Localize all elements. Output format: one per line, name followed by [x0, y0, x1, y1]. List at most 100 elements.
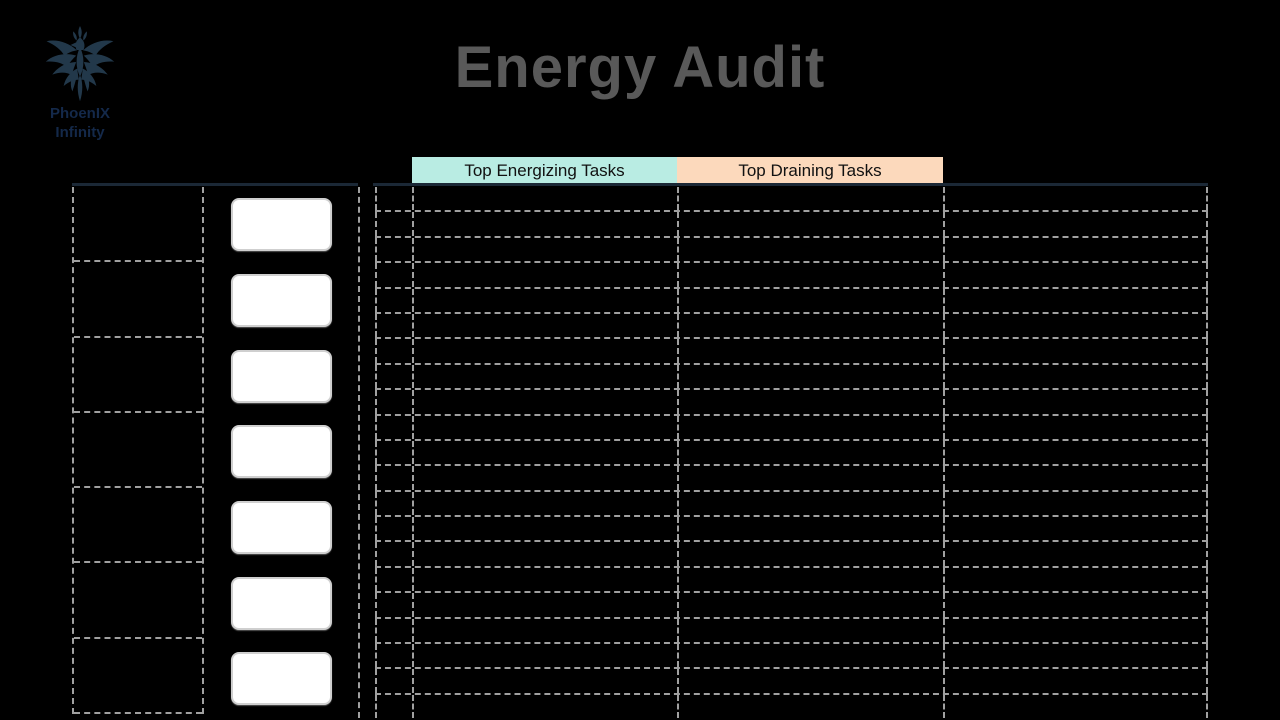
grid-cell[interactable] [414, 212, 679, 236]
grid-cell[interactable] [679, 491, 945, 516]
grid-cell[interactable] [414, 491, 679, 516]
grid-cell[interactable] [679, 263, 945, 287]
grid-cell[interactable] [945, 644, 1208, 668]
grid-cell[interactable] [945, 440, 1208, 465]
grid-cell[interactable] [375, 593, 414, 617]
grid-cell[interactable] [679, 466, 945, 490]
grid-cell[interactable] [375, 466, 414, 490]
grid-cell[interactable] [375, 313, 414, 338]
grid-cell[interactable] [375, 542, 414, 566]
grid-cell[interactable] [945, 237, 1208, 262]
grid-cell[interactable] [679, 669, 945, 693]
grid-cell[interactable] [945, 313, 1208, 338]
left-table-cell[interactable] [74, 187, 202, 263]
note-card[interactable] [230, 198, 332, 252]
grid-cell[interactable] [375, 263, 414, 287]
grid-cell[interactable] [414, 187, 679, 211]
grid-cell[interactable] [679, 390, 945, 414]
grid-cell[interactable] [375, 415, 414, 439]
note-card[interactable] [230, 274, 332, 328]
grid-row [375, 618, 1208, 645]
grid-cell[interactable] [945, 288, 1208, 312]
grid-cell[interactable] [375, 390, 414, 414]
grid-cell[interactable] [375, 669, 414, 693]
grid-cell[interactable] [945, 364, 1208, 389]
grid-cell[interactable] [375, 517, 414, 541]
grid-cell[interactable] [945, 466, 1208, 490]
left-table-cell[interactable] [74, 413, 202, 489]
card-slot [204, 565, 358, 641]
grid-cell[interactable] [414, 517, 679, 541]
grid-cell[interactable] [414, 669, 679, 693]
grid-cell[interactable] [945, 212, 1208, 236]
grid-cell[interactable] [679, 237, 945, 262]
grid-cell[interactable] [375, 237, 414, 262]
note-card[interactable] [230, 425, 332, 479]
grid-cell[interactable] [414, 593, 679, 617]
left-table-cell[interactable] [74, 262, 202, 338]
grid-cell[interactable] [945, 593, 1208, 617]
note-card[interactable] [230, 652, 332, 706]
grid-cell[interactable] [945, 415, 1208, 439]
grid-cell[interactable] [945, 187, 1208, 211]
note-card[interactable] [230, 349, 332, 403]
grid-cell[interactable] [945, 339, 1208, 363]
grid-cell[interactable] [945, 669, 1208, 693]
left-table-cell[interactable] [74, 488, 202, 564]
grid-cell[interactable] [375, 288, 414, 312]
grid-cell[interactable] [679, 593, 945, 617]
grid-cell[interactable] [414, 440, 679, 465]
grid-cell[interactable] [414, 542, 679, 566]
grid-cell[interactable] [414, 288, 679, 312]
grid-cell[interactable] [679, 644, 945, 668]
grid-cell[interactable] [945, 491, 1208, 516]
left-table-cell[interactable] [74, 563, 202, 639]
grid-cell[interactable] [945, 618, 1208, 643]
grid-cell[interactable] [375, 364, 414, 389]
grid-cell[interactable] [679, 364, 945, 389]
grid-cell[interactable] [679, 542, 945, 566]
grid-cell[interactable] [679, 187, 945, 211]
left-table-cell[interactable] [74, 338, 202, 413]
grid-cell[interactable] [945, 542, 1208, 566]
grid-cell[interactable] [945, 694, 1208, 718]
grid-cell[interactable] [679, 415, 945, 439]
grid-cell[interactable] [375, 567, 414, 592]
grid-cell[interactable] [679, 339, 945, 363]
grid-cell[interactable] [679, 440, 945, 465]
grid-cell[interactable] [414, 263, 679, 287]
grid-cell[interactable] [414, 339, 679, 363]
grid-cell[interactable] [945, 517, 1208, 541]
grid-cell[interactable] [414, 364, 679, 389]
grid-cell[interactable] [414, 415, 679, 439]
note-card[interactable] [230, 501, 332, 555]
grid-cell[interactable] [375, 618, 414, 643]
grid-cell[interactable] [679, 313, 945, 338]
grid-cell[interactable] [414, 390, 679, 414]
grid-cell[interactable] [375, 644, 414, 668]
grid-cell[interactable] [679, 517, 945, 541]
grid-cell[interactable] [414, 313, 679, 338]
grid-cell[interactable] [414, 618, 679, 643]
grid-cell[interactable] [679, 618, 945, 643]
grid-cell[interactable] [375, 339, 414, 363]
grid-cell[interactable] [414, 644, 679, 668]
grid-cell[interactable] [375, 440, 414, 465]
grid-cell[interactable] [414, 237, 679, 262]
grid-cell[interactable] [945, 263, 1208, 287]
left-table-cell[interactable] [74, 639, 202, 714]
grid-cell[interactable] [414, 694, 679, 718]
grid-cell[interactable] [375, 694, 414, 718]
grid-cell[interactable] [375, 187, 414, 211]
note-card[interactable] [230, 576, 332, 630]
grid-cell[interactable] [375, 491, 414, 516]
grid-cell[interactable] [945, 390, 1208, 414]
grid-cell[interactable] [375, 212, 414, 236]
grid-cell[interactable] [679, 694, 945, 718]
grid-cell[interactable] [679, 288, 945, 312]
grid-cell[interactable] [945, 567, 1208, 592]
grid-cell[interactable] [414, 567, 679, 592]
grid-cell[interactable] [679, 212, 945, 236]
grid-cell[interactable] [414, 466, 679, 490]
grid-cell[interactable] [679, 567, 945, 592]
